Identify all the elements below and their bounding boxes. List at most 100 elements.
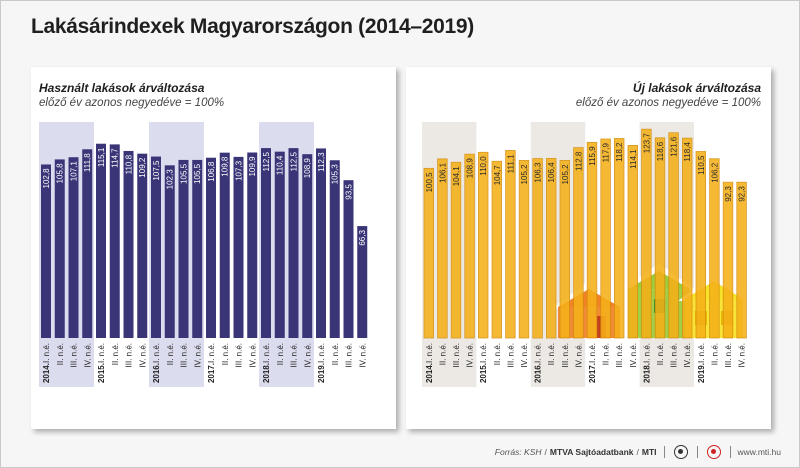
bar-value-label: 104,7	[493, 165, 502, 186]
category-tick-label: IV. n.é.	[303, 343, 312, 368]
bar-value-label: 112,8	[574, 151, 583, 171]
bar	[54, 159, 65, 338]
bar-value-label: 109,2	[138, 157, 147, 178]
category-tick-label: II. n.é.	[221, 343, 230, 365]
bar-value-label: 105,3	[331, 164, 340, 185]
bar-value-label: 105,5	[193, 163, 202, 184]
category-tick-label: III. n.é.	[180, 343, 189, 367]
bar-value-label: 106,4	[547, 162, 556, 183]
bar	[641, 128, 652, 339]
bar-value-label: 102,8	[42, 168, 51, 189]
category-tick-label: IV. n.é.	[193, 343, 202, 368]
category-tick-label: 2016.I. n.é.	[534, 343, 543, 383]
bar-value-label: 66,3	[358, 230, 367, 246]
bar-value-label: 100,5	[425, 172, 434, 193]
bar-value-label: 118,2	[615, 142, 624, 162]
bar	[137, 153, 148, 338]
bar	[722, 181, 734, 339]
bar-value-label: 107,1	[70, 161, 79, 182]
category-tick-label: 2018.I. n.é.	[262, 343, 271, 383]
category-tick-label: II. n.é.	[56, 343, 65, 365]
footer-sep: /	[544, 447, 547, 457]
bar	[316, 148, 326, 338]
bar-value-label: 115,9	[588, 146, 597, 166]
bar	[681, 137, 693, 339]
mti-logo-icon	[706, 445, 721, 459]
bar-value-label: 105,2	[561, 164, 570, 185]
category-tick-label: III. n.é.	[70, 343, 79, 367]
bar	[423, 167, 435, 339]
bar	[518, 160, 530, 339]
footer-agency: MTVA Sajtóadatbank	[549, 447, 634, 457]
category-tick-label: IV. n.é.	[683, 343, 692, 368]
bar	[586, 141, 598, 339]
bar	[164, 165, 175, 338]
new-homes-chart: 100,5 2014.I. n.é. 106,1 II. n.é. 104,1 III. …	[422, 122, 750, 387]
footer: Forrás: KSH / MTVA Sajtóadatbank / MTI w…	[495, 445, 781, 459]
category-tick-label: 2017.I. n.é.	[207, 343, 216, 383]
bar	[109, 144, 120, 338]
bar	[206, 157, 216, 338]
page-title: Lakásárindexek Magyarországon (2014–2019…	[31, 15, 474, 38]
used-homes-panel: 102,8 2014.I. n.é. 105,8 II. n.é. 107,1 III. …	[31, 67, 396, 429]
category-tick-label: IV. n.é.	[738, 343, 747, 368]
bar	[437, 158, 448, 339]
bar-value-label: 106,3	[534, 162, 543, 183]
bar-value-label: 112,5	[262, 152, 271, 172]
bar	[505, 150, 516, 339]
bar-value-label: 117,9	[602, 142, 611, 162]
category-tick-label: IV. n.é.	[358, 343, 367, 368]
bar	[261, 148, 271, 338]
used-homes-chart: 102,8 2014.I. n.é. 105,8 II. n.é. 107,1 III. …	[39, 122, 368, 387]
category-tick-label: II. n.é.	[547, 343, 556, 365]
bar	[709, 158, 720, 339]
bar	[450, 161, 462, 339]
bar-value-label: 118,4	[683, 142, 692, 162]
bar	[695, 151, 707, 339]
bar-value-label: 111,1	[506, 154, 515, 173]
category-tick-label: III. n.é.	[235, 343, 244, 367]
bar-value-label: 110,5	[697, 155, 706, 175]
bar	[233, 156, 244, 338]
category-tick-label: 2019.I. n.é.	[317, 343, 326, 383]
category-tick-label: II. n.é.	[438, 343, 447, 365]
category-tick-label: 2019.I. n.é.	[697, 343, 706, 383]
category-tick-label: II. n.é.	[166, 343, 175, 365]
new-homes-panel: 100,5 2014.I. n.é. 106,1 II. n.é. 104,1 III. …	[406, 67, 771, 429]
category-tick-label: II. n.é.	[276, 343, 285, 365]
bar	[600, 138, 611, 339]
bar	[68, 157, 79, 338]
bar	[247, 152, 258, 338]
divider	[729, 446, 731, 458]
category-tick-label: IV. n.é.	[466, 343, 475, 368]
category-tick-label: II. n.é.	[710, 343, 719, 365]
bar-value-label: 118,6	[656, 141, 665, 161]
category-tick-label: III. n.é.	[561, 343, 570, 367]
bar	[329, 160, 340, 338]
category-tick-label: III. n.é.	[670, 343, 679, 367]
footer-url: www.mti.hu	[737, 447, 781, 457]
category-tick-label: IV. n.é.	[520, 343, 529, 368]
bar	[573, 147, 584, 339]
bar-value-label: 92,3	[724, 186, 733, 202]
bar-value-label: 102,3	[166, 169, 175, 190]
category-tick-label: IV. n.é.	[138, 343, 147, 368]
bar	[82, 149, 93, 338]
category-tick-label: II. n.é.	[602, 343, 611, 365]
bar	[613, 138, 625, 339]
bar-value-label: 92,3	[738, 186, 747, 202]
category-tick-label: II. n.é.	[111, 343, 120, 365]
bar-value-label: 110,8	[125, 154, 134, 174]
bar-value-label: 123,7	[642, 133, 651, 154]
bar	[464, 153, 475, 339]
category-tick-label: 2016.I. n.é.	[152, 343, 161, 383]
category-tick-label: IV. n.é.	[574, 343, 583, 368]
bar-value-label: 115,1	[97, 147, 106, 167]
category-tick-label: II. n.é.	[331, 343, 340, 365]
bar	[274, 151, 285, 338]
bar	[343, 180, 354, 338]
bar-value-label: 106,2	[710, 162, 719, 183]
bar-value-label: 106,1	[438, 162, 447, 183]
divider	[696, 446, 698, 458]
bar-value-label: 108,9	[303, 158, 312, 179]
